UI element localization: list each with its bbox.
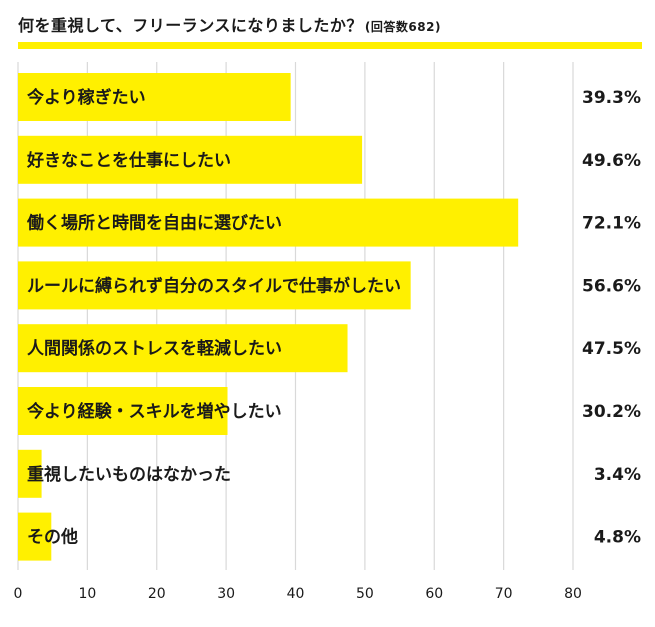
- x-tick-label-60: 60: [425, 586, 443, 602]
- category-label-1: 今より稼ぎたい: [27, 87, 146, 108]
- x-tick-label-70: 70: [495, 586, 513, 602]
- x-tick-label-30: 30: [217, 586, 235, 602]
- x-tick-label-40: 40: [287, 586, 305, 602]
- value-label-7: 3.4%: [594, 465, 641, 485]
- x-tick-label-50: 50: [356, 586, 374, 602]
- chart-title: 何を重視して、フリーランスになりましたか？ (回答数682): [18, 12, 441, 36]
- bar-1: [18, 73, 291, 121]
- category-labels: 今より稼ぎたい好きなことを仕事にしたい働く場所と時間を自由に選びたいルールに縛ら…: [26, 87, 401, 548]
- x-tick-label-20: 20: [148, 586, 166, 602]
- value-labels: 39.3% 49.6% 72.1% 56.6% 47.5% 30.2% 3.4% 4.8%: [582, 88, 641, 548]
- bar-5: [18, 324, 348, 373]
- value-label-8: 4.8%: [594, 528, 641, 548]
- category-label-3: 働く場所と時間を自由に選びたい: [26, 213, 282, 234]
- bars: [18, 73, 519, 561]
- category-label-6: 今より経験・スキルを増やしたい: [27, 401, 282, 422]
- category-label-5: 人間関係のストレスを軽減したい: [27, 338, 282, 359]
- bar-4: [18, 261, 411, 310]
- bar-3: [18, 198, 519, 247]
- bar-7: [18, 449, 42, 498]
- bar-8: [18, 512, 52, 561]
- category-label-7: 重視したいものはなかった: [27, 464, 231, 485]
- category-label-8: その他: [27, 527, 78, 548]
- value-label-5: 47.5%: [582, 339, 641, 359]
- value-label-6: 30.2%: [582, 402, 641, 422]
- bar-6: [18, 387, 228, 435]
- category-label-4: ルールに縛られず自分のスタイルで仕事がしたい: [27, 275, 401, 296]
- x-tick-label-10: 10: [78, 586, 96, 602]
- value-label-4: 56.6%: [582, 276, 641, 296]
- value-label-2: 49.6%: [582, 151, 641, 171]
- value-label-3: 72.1%: [582, 214, 641, 234]
- chart-subtitle: (回答数682): [364, 20, 441, 34]
- title-underline: [18, 42, 642, 49]
- chart-title-text: 何を重視して、フリーランスになりましたか？: [18, 16, 363, 35]
- x-tick-label-0: 0: [14, 586, 23, 602]
- x-axis-ticks: 0 10 20 30 40 50 60 70 80: [14, 586, 582, 602]
- value-label-1: 39.3%: [582, 88, 641, 108]
- x-tick-label-80: 80: [564, 586, 582, 602]
- bar-2: [18, 135, 363, 184]
- category-label-2: 好きなことを仕事にしたい: [26, 150, 231, 171]
